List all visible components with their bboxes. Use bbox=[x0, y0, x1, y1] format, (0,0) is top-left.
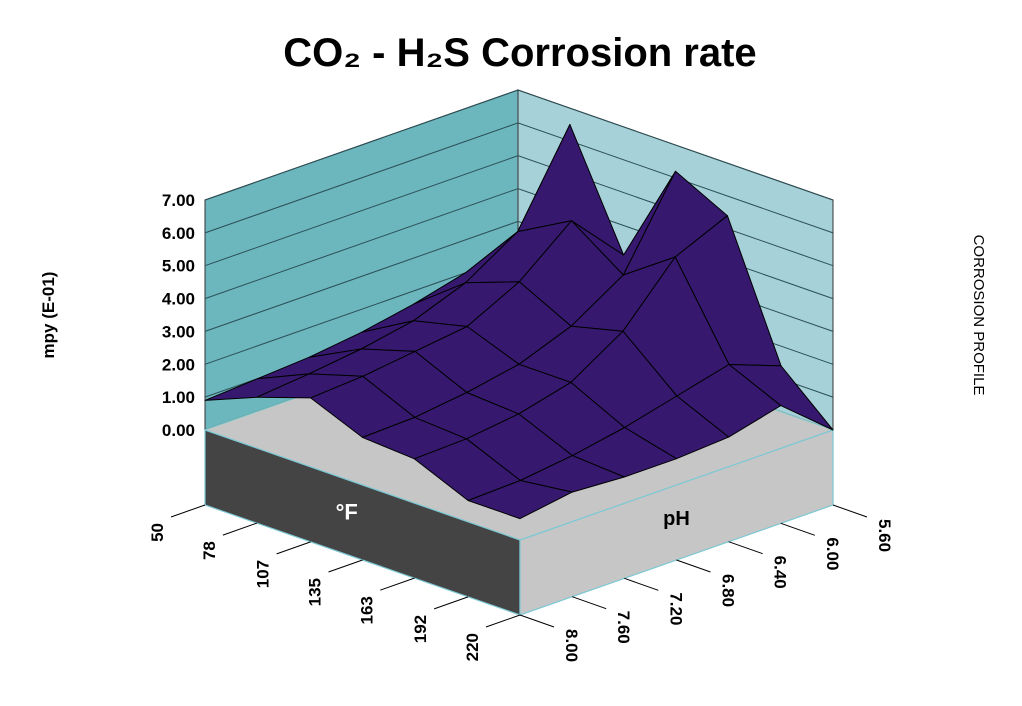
z-tick-label: 7.00 bbox=[162, 191, 195, 210]
y-tick-label: 6.80 bbox=[719, 574, 738, 607]
x-tick-label: 50 bbox=[148, 523, 167, 542]
y-tick-label: 5.60 bbox=[875, 519, 894, 552]
y-tick bbox=[572, 596, 607, 610]
y-tick-label: 7.60 bbox=[614, 611, 633, 644]
z-tick-label: 1.00 bbox=[162, 388, 195, 407]
grid-line bbox=[204, 89, 834, 201]
x-tick-label: 163 bbox=[357, 596, 376, 624]
x-tick bbox=[222, 522, 258, 536]
x-tick-label: 192 bbox=[411, 615, 430, 643]
x-tick bbox=[433, 596, 469, 610]
y-tick-label: 6.40 bbox=[771, 556, 790, 589]
x-tick-label: 135 bbox=[306, 578, 325, 606]
chart-title: CO₂ - H₂S Corrosion rate bbox=[283, 31, 756, 75]
y-tick bbox=[624, 577, 659, 591]
z-axis-title: mpy (E-01) bbox=[39, 272, 58, 359]
z-tick-label: 2.00 bbox=[162, 355, 195, 374]
y-tick bbox=[780, 522, 815, 536]
plot-area: 0.00 1.00 2.00 3.00 4.00 5.00 6.00 7.00 50 78 107 1… bbox=[148, 89, 894, 662]
z-tick-label: 4.00 bbox=[162, 290, 195, 309]
surface-patch bbox=[467, 480, 573, 520]
y-tick-label: 7.20 bbox=[666, 592, 685, 625]
z-tick-label: 0.00 bbox=[162, 421, 195, 440]
x-tick-label: 220 bbox=[463, 633, 482, 661]
annotation: CORROSION PROFILE bbox=[970, 235, 987, 396]
y-axis-title: pH bbox=[663, 508, 690, 530]
z-tick-label: 5.00 bbox=[162, 257, 195, 276]
z-tick-label: 3.00 bbox=[162, 322, 195, 341]
y-tick bbox=[832, 504, 868, 518]
y-tick-label: 6.00 bbox=[823, 537, 842, 570]
grid-line bbox=[204, 122, 834, 234]
x-axis-title: °F bbox=[336, 500, 358, 525]
x-tick bbox=[276, 541, 311, 555]
x-tick bbox=[170, 504, 206, 518]
z-tick-label: 6.00 bbox=[162, 224, 195, 243]
x-tick bbox=[485, 614, 521, 628]
y-tick bbox=[728, 541, 763, 555]
y-tick-label: 8.00 bbox=[562, 629, 581, 662]
x-tick bbox=[380, 577, 415, 591]
y-tick bbox=[519, 614, 555, 628]
x-tick bbox=[328, 559, 363, 573]
y-tick bbox=[676, 559, 711, 573]
x-tick-label: 107 bbox=[254, 560, 273, 588]
x-tick-label: 78 bbox=[200, 541, 219, 560]
